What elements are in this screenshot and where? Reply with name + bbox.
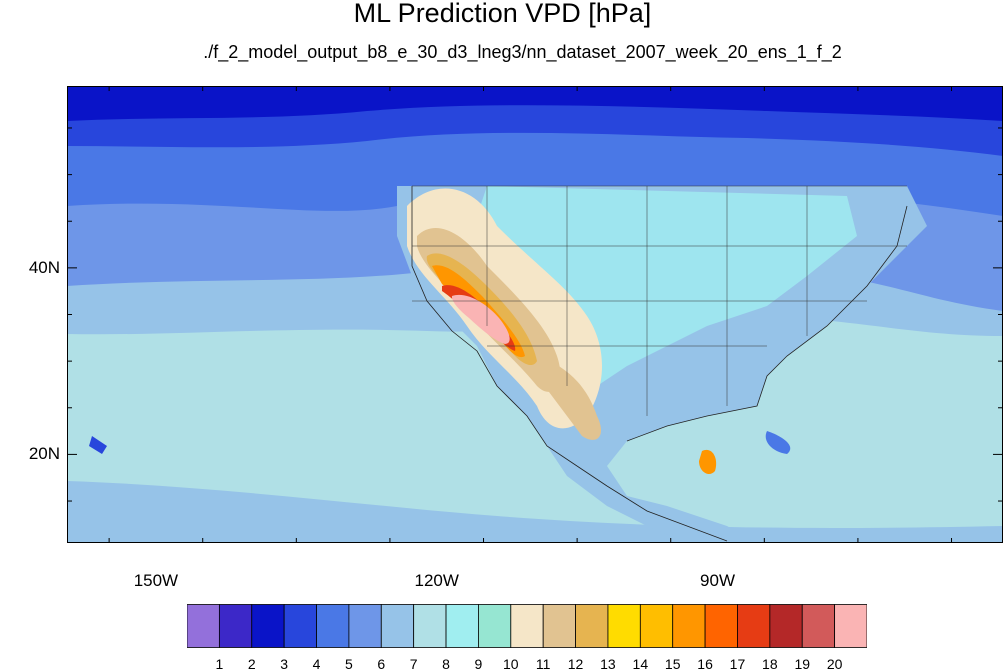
colorbar-swatch (283, 604, 317, 648)
colorbar-label: 1 (215, 656, 224, 672)
colorbar-swatch (769, 604, 803, 648)
colorbar-label: 8 (442, 656, 450, 672)
colorbar-label: 6 (377, 656, 386, 672)
sw-hot-20 (451, 294, 510, 344)
lat-label: 40N (28, 257, 60, 277)
colorbar-label: 11 (535, 656, 551, 672)
colorbar-label: 9 (474, 656, 483, 672)
colorbar-swatch (575, 604, 609, 648)
mexico-warm (537, 356, 602, 440)
colorbar-swatch (380, 604, 415, 648)
colorbar-swatch (316, 604, 350, 648)
colorbar-swatch (413, 604, 447, 648)
figure-subtitle: ./f_2_model_output_b8_e_30_d3_lneg3/nn_d… (203, 42, 842, 62)
colorbar-label: 12 (567, 656, 584, 672)
colorbar-label: 10 (503, 656, 519, 672)
colorbar-label: 16 (697, 656, 713, 672)
pacific-south-band (67, 481, 1003, 543)
colorbar-label: 3 (280, 656, 289, 672)
colorbar-label: 4 (312, 656, 321, 672)
colorbar-label: 20 (826, 656, 843, 672)
figure-title: ML Prediction VPD [hPa] (353, 0, 652, 28)
colorbar-swatch (510, 604, 544, 648)
colorbar-swatch (218, 604, 253, 648)
vpd-map (67, 86, 1003, 543)
colorbar-swatch (801, 604, 836, 648)
colorbar-label: 18 (762, 656, 778, 672)
colorbar (187, 604, 867, 648)
colorbar-swatch (478, 604, 512, 648)
lon-label: 150W (133, 571, 179, 590)
colorbar-swatch (187, 604, 220, 648)
colorbar-label: 13 (600, 656, 616, 672)
hawaii-islands (89, 436, 107, 454)
colorbar-label: 7 (409, 656, 418, 672)
lat-ticks (67, 127, 1003, 502)
lat-label: 20N (28, 444, 60, 464)
lon-label: 90W (700, 571, 735, 590)
colorbar-label: 14 (632, 656, 649, 672)
colorbar-label: 2 (247, 656, 256, 672)
cuba-spot (765, 431, 791, 454)
colorbar-swatch (542, 604, 576, 648)
colorbar-label: 15 (664, 656, 681, 672)
colorbar-label: 17 (729, 656, 746, 672)
colorbar-swatch (445, 604, 479, 648)
lon-ticks (108, 86, 953, 543)
colorbar-swatch (672, 604, 706, 648)
colorbar-swatch (639, 604, 674, 648)
colorbar-swatch (834, 604, 867, 648)
state-borders (412, 185, 907, 416)
colorbar-swatch (704, 604, 738, 648)
colorbar-label: 5 (344, 656, 353, 672)
lon-label: 120W (414, 571, 459, 590)
colorbar-swatch (737, 604, 771, 648)
colorbar-swatch (251, 604, 285, 648)
ocean-band-1 (67, 86, 1003, 121)
yucatan-spot (699, 449, 717, 475)
colorbar-swatch (607, 604, 641, 648)
colorbar-label: 19 (794, 656, 811, 672)
colorbar-swatch (348, 604, 382, 648)
